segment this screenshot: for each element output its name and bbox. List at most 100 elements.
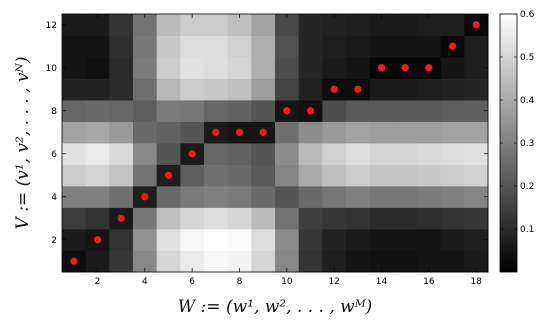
heatmap-cell [440,229,465,251]
heatmap-cell [180,164,205,187]
heatmap-cell [346,143,371,165]
heatmap-cell [393,207,418,230]
heatmap-cell [417,100,442,122]
heatmap-cell [227,229,252,251]
heatmap-cell [251,164,276,187]
x-tick-label: 6 [189,277,195,287]
heatmap-cell [298,78,323,101]
y-tick-label: 10 [46,64,58,74]
heatmap-cell [227,186,252,208]
path-point [425,64,433,72]
heatmap-cell [62,207,87,230]
heatmap-cell [180,121,205,144]
heatmap-cell [275,14,300,36]
heatmap-cell [227,78,252,101]
heatmap-cell [156,229,181,251]
heatmap-cell [417,186,442,208]
path-point [306,107,315,115]
heatmap-cell [464,229,489,251]
colorbar-tick-label: 0.6 [520,10,535,20]
heatmap-cell [251,100,276,122]
x-tick-label: 12 [328,277,339,287]
heatmap-cell [85,100,110,122]
heatmap-cell [369,250,394,273]
y-tick-label: 4 [51,193,57,203]
heatmap-cell [346,207,371,230]
heatmap-cell [393,35,418,58]
heatmap-cell [62,229,87,251]
heatmap-cell [369,14,394,36]
heatmap-cell [85,207,110,230]
heatmap-cell [133,35,158,58]
heatmap-cell [346,14,371,36]
heatmap-cell [251,229,276,251]
heatmap-cell [227,57,252,79]
heatmap-cell [85,121,110,144]
x-tick-label: 16 [423,277,435,287]
heatmap-cell [133,14,158,36]
heatmap-cell [346,121,371,144]
heatmap-cell [133,164,158,187]
heatmap-cell [180,14,205,36]
y-axis-label: V := (v¹, v², . . . , vᴺ) [13,57,33,230]
heatmap-cell [204,35,229,58]
heatmap-cell [62,57,87,79]
heatmap-cell [204,78,229,101]
heatmap-cell [85,35,110,58]
heatmap-cell [62,78,87,101]
heatmap-cell [369,143,394,165]
heatmap-cell [227,14,252,36]
heatmap-cell [275,164,300,187]
heatmap-cell [109,229,134,251]
heatmap-cell [346,57,371,79]
heatmap-cell [464,121,489,144]
heatmap-cell [204,14,229,36]
path-point [283,107,291,115]
heatmap-cell [417,14,442,36]
heatmap-cell [298,57,323,79]
heatmap-cell [227,100,252,122]
heatmap-cell [369,186,394,208]
heatmap-cell [85,57,110,79]
heatmap-cell [204,250,229,273]
heatmap-cell [204,100,229,122]
x-tick-label: 8 [237,277,243,287]
heatmap-cell [251,78,276,101]
colorbar-tick-label: 0.3 [520,139,534,149]
heatmap-cell [204,229,229,251]
heatmap-cell [346,100,371,122]
y-tick-label: 12 [46,21,57,31]
heatmap-cell [464,100,489,122]
heatmap-cell [156,186,181,208]
heatmap-cell [393,164,418,187]
plot-frame [61,13,489,273]
heatmap-cell [393,14,418,36]
heatmap-cell [85,14,110,36]
y-tick-label: 2 [51,236,57,246]
colorbar-ticks: 0.1 0.2 0.3 0.4 0.5 0.6 [500,10,535,235]
heatmap-cell [322,229,347,251]
path-point [377,64,386,72]
heatmap-cell [322,100,347,122]
heatmap-cell [156,143,181,165]
heatmap-cell [109,186,134,208]
colorbar-tick-label: 0.5 [520,53,534,63]
heatmap-cell [440,207,465,230]
heatmap-cell [464,164,489,187]
heatmap-cell [275,143,300,165]
heatmap-cell [227,250,252,273]
colorbar-tick-label: 0.4 [520,96,535,106]
heatmap-cell [62,143,87,165]
colorbar-tick-label: 0.1 [520,225,534,235]
heatmap-cell [464,143,489,165]
heatmap-cell [369,100,394,122]
path-point [448,42,457,50]
heatmap-cell [109,250,134,273]
heatmap-cell [62,164,87,187]
heatmap-cell [227,207,252,230]
heatmap-cell [85,164,110,187]
alignment-path [70,21,480,265]
heatmap-cell [369,121,394,144]
heatmap-cell [369,229,394,251]
